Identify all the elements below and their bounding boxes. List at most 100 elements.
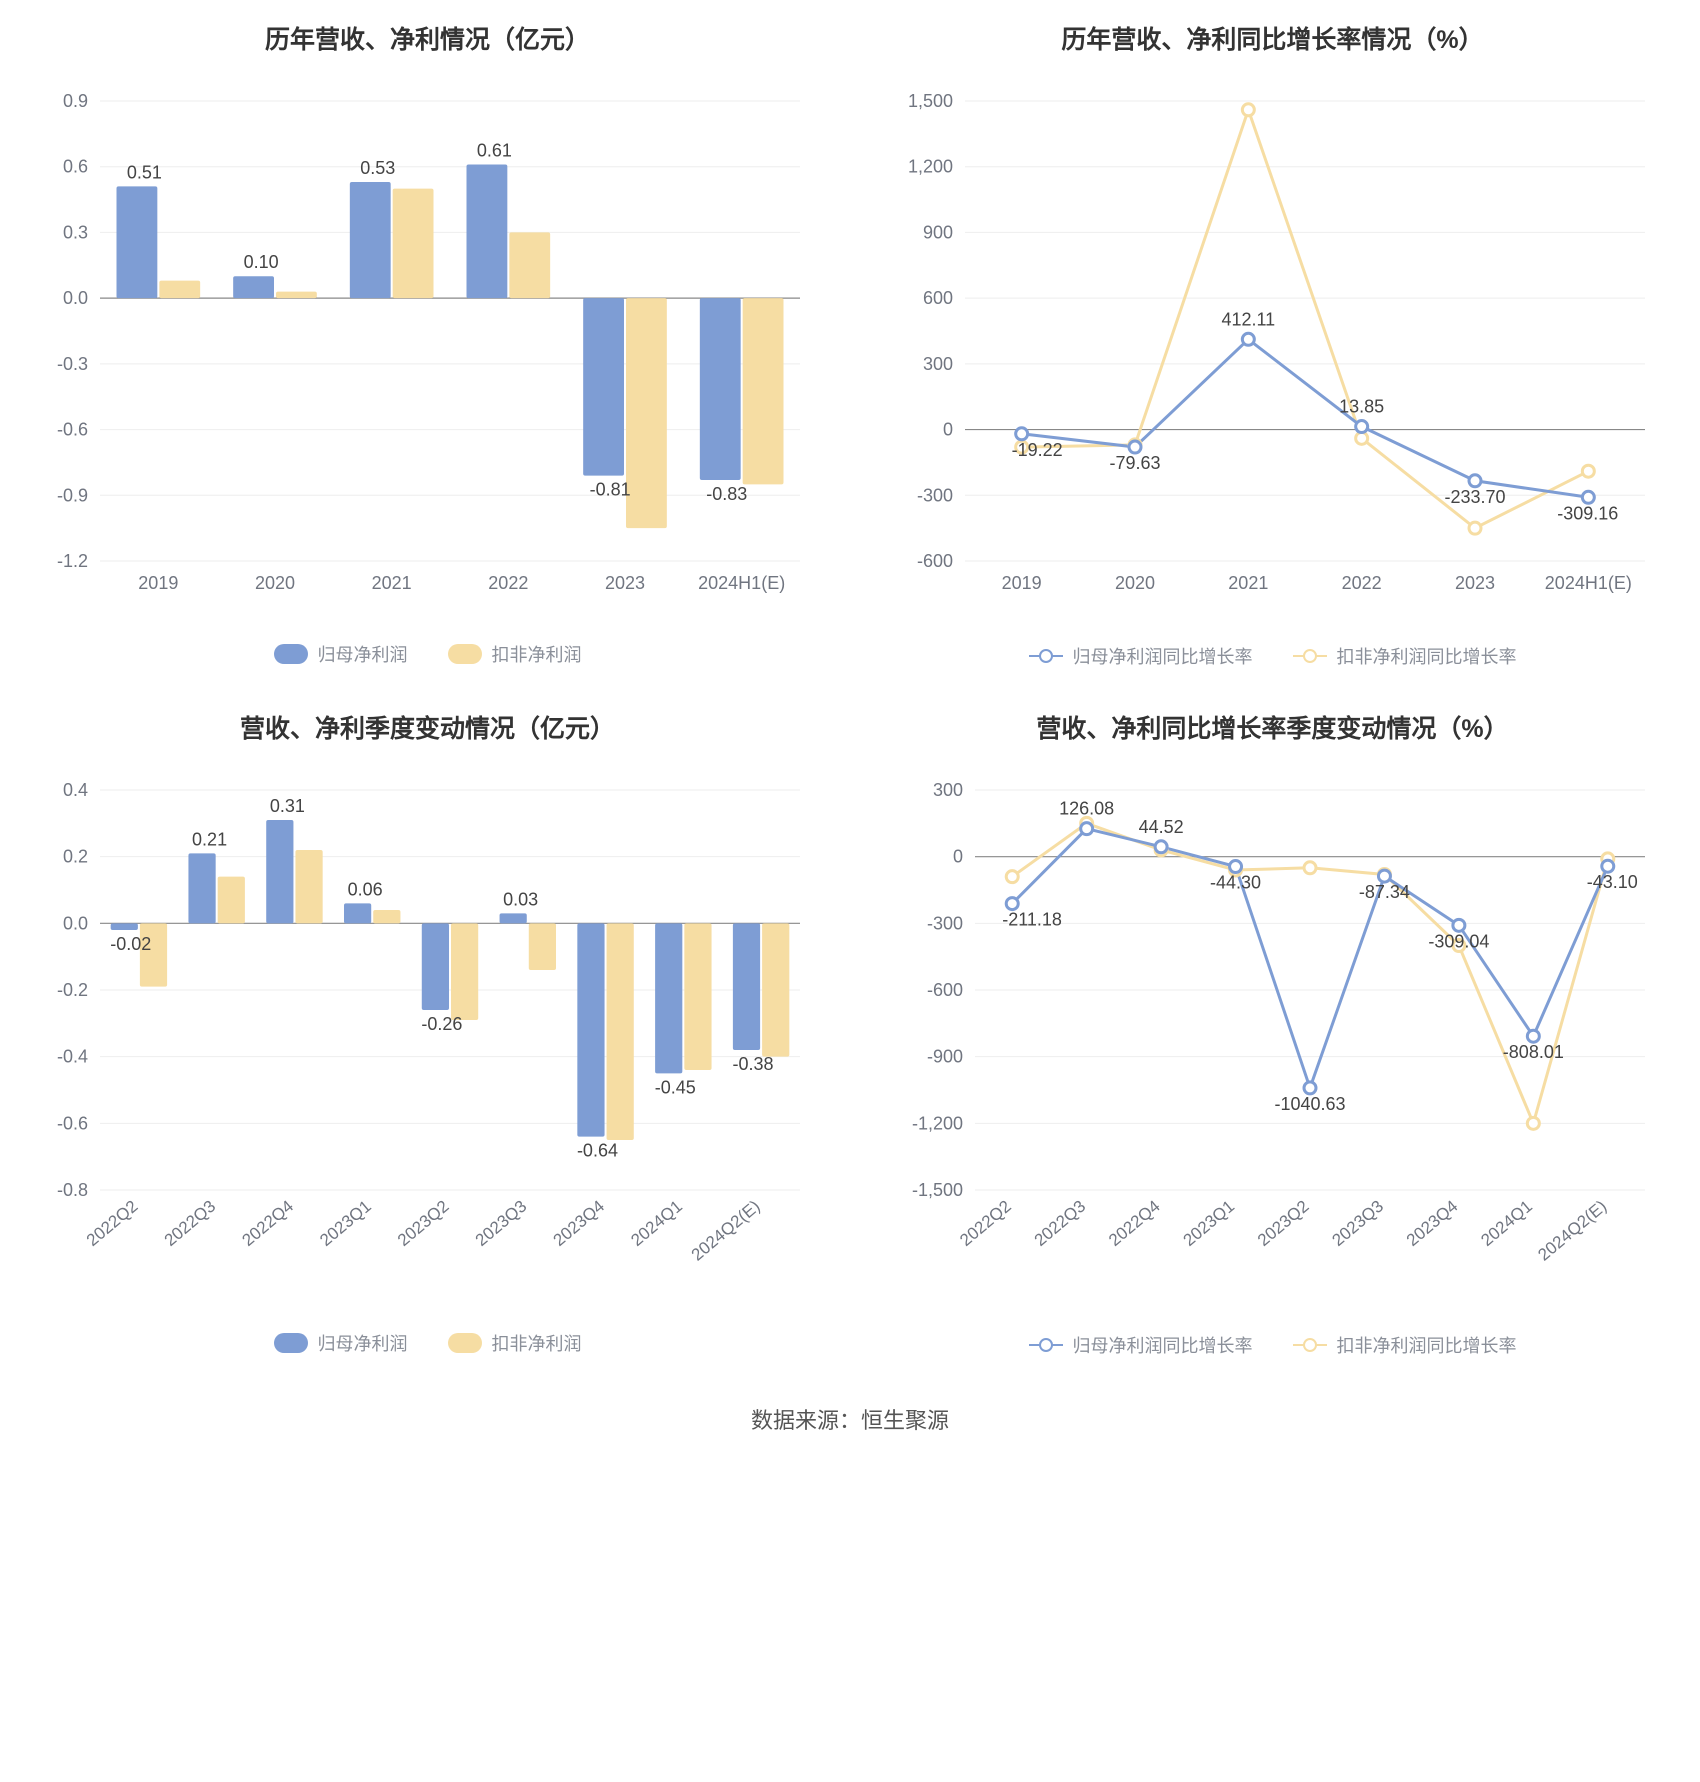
- svg-text:-0.8: -0.8: [57, 1180, 88, 1200]
- legend-label: 归母净利润同比增长率: [1073, 643, 1253, 669]
- svg-text:0.51: 0.51: [127, 162, 162, 182]
- legend-label: 归母净利润: [318, 1330, 408, 1356]
- chart3-title: 营收、净利季度变动情况（亿元）: [20, 709, 835, 745]
- svg-text:2021: 2021: [1228, 573, 1268, 593]
- chart4-title: 营收、净利同比增长率季度变动情况（%）: [865, 709, 1680, 745]
- chart4-legend: 归母净利润同比增长率 扣非净利润同比增长率: [865, 1330, 1680, 1358]
- svg-text:-300: -300: [927, 913, 963, 933]
- svg-text:900: 900: [923, 222, 953, 242]
- legend-swatch: [448, 1333, 482, 1353]
- legend-swatch: [1029, 1344, 1063, 1346]
- svg-text:-309.16: -309.16: [1557, 503, 1618, 523]
- panel-chart1: 历年营收、净利情况（亿元） -1.2-0.9-0.6-0.30.00.30.60…: [20, 20, 835, 669]
- svg-text:-211.18: -211.18: [1002, 910, 1062, 930]
- svg-text:2023: 2023: [1455, 573, 1495, 593]
- legend-swatch: [1293, 655, 1327, 657]
- svg-text:-43.10: -43.10: [1587, 872, 1638, 892]
- svg-text:1,200: 1,200: [908, 157, 953, 177]
- svg-text:0.10: 0.10: [244, 252, 279, 272]
- chart1-legend: 归母净利润 扣非净利润: [20, 641, 835, 669]
- svg-text:0.6: 0.6: [63, 157, 88, 177]
- svg-text:2023Q3: 2023Q3: [1328, 1197, 1387, 1250]
- chart2-legend: 归母净利润同比增长率 扣非净利润同比增长率: [865, 641, 1680, 669]
- legend-swatch: [274, 644, 308, 664]
- svg-text:-87.34: -87.34: [1359, 882, 1410, 902]
- legend-swatch: [1293, 1344, 1327, 1346]
- svg-text:412.11: 412.11: [1221, 309, 1275, 329]
- svg-text:2022: 2022: [488, 573, 528, 593]
- svg-text:-0.9: -0.9: [57, 485, 88, 505]
- svg-text:-1040.63: -1040.63: [1274, 1094, 1345, 1114]
- legend-label: 归母净利润同比增长率: [1073, 1332, 1253, 1358]
- chart1-plot: -1.2-0.9-0.6-0.30.00.30.60.9201920202021…: [20, 91, 835, 611]
- svg-text:0: 0: [943, 420, 953, 440]
- chart3-legend: 归母净利润 扣非净利润: [20, 1330, 835, 1358]
- svg-text:-600: -600: [917, 551, 953, 571]
- legend-item: 归母净利润: [274, 641, 408, 667]
- svg-text:2022Q3: 2022Q3: [1031, 1197, 1090, 1250]
- svg-text:300: 300: [933, 780, 963, 800]
- svg-text:2023: 2023: [605, 573, 645, 593]
- svg-text:0.31: 0.31: [270, 796, 305, 816]
- svg-text:2022Q2: 2022Q2: [956, 1197, 1015, 1250]
- svg-text:2023Q4: 2023Q4: [1403, 1197, 1462, 1250]
- legend-swatch: [274, 1333, 308, 1353]
- chart4-plot: -1,500-1,200-900-600-30003002022Q22022Q3…: [865, 780, 1680, 1300]
- svg-text:0.61: 0.61: [477, 141, 512, 161]
- svg-text:126.08: 126.08: [1059, 799, 1114, 819]
- svg-text:2022Q3: 2022Q3: [161, 1197, 220, 1250]
- svg-text:0.9: 0.9: [63, 91, 88, 111]
- svg-text:2023Q1: 2023Q1: [316, 1197, 375, 1250]
- svg-text:-0.26: -0.26: [421, 1014, 462, 1034]
- svg-text:-0.38: -0.38: [733, 1054, 774, 1074]
- legend-label: 扣非净利润: [492, 1330, 582, 1356]
- chart1-title: 历年营收、净利情况（亿元）: [20, 20, 835, 56]
- data-source-footer: 数据来源：恒生聚源: [20, 1403, 1680, 1435]
- svg-text:0.06: 0.06: [348, 879, 383, 899]
- svg-text:2023Q2: 2023Q2: [394, 1197, 453, 1250]
- svg-text:-233.70: -233.70: [1444, 487, 1505, 507]
- legend-label: 扣非净利润同比增长率: [1337, 643, 1517, 669]
- svg-text:-0.6: -0.6: [57, 1113, 88, 1133]
- svg-text:-0.2: -0.2: [57, 980, 88, 1000]
- svg-text:2022Q4: 2022Q4: [1105, 1197, 1164, 1250]
- svg-text:2020: 2020: [1115, 573, 1155, 593]
- svg-text:2024Q2(E): 2024Q2(E): [1534, 1197, 1610, 1265]
- svg-text:0.03: 0.03: [503, 889, 538, 909]
- legend-item: 扣非净利润: [448, 641, 582, 667]
- chart2-title: 历年营收、净利同比增长率情况（%）: [865, 20, 1680, 56]
- svg-text:-79.63: -79.63: [1109, 453, 1160, 473]
- legend-swatch: [448, 644, 482, 664]
- svg-text:-900: -900: [927, 1047, 963, 1067]
- legend-label: 扣非净利润: [492, 641, 582, 667]
- svg-text:600: 600: [923, 288, 953, 308]
- svg-text:-1,200: -1,200: [912, 1113, 963, 1133]
- svg-text:2020: 2020: [255, 573, 295, 593]
- svg-text:-0.45: -0.45: [655, 1077, 696, 1097]
- svg-text:0.4: 0.4: [63, 780, 88, 800]
- legend-label: 归母净利润: [318, 641, 408, 667]
- svg-text:2021: 2021: [372, 573, 412, 593]
- svg-text:-0.3: -0.3: [57, 354, 88, 374]
- svg-text:-0.02: -0.02: [110, 934, 151, 954]
- svg-text:0.2: 0.2: [63, 847, 88, 867]
- legend-item: 归母净利润: [274, 1330, 408, 1356]
- svg-text:-0.81: -0.81: [590, 480, 631, 500]
- svg-text:2022Q4: 2022Q4: [238, 1197, 297, 1250]
- chart2-plot: -600-30003006009001,2001,500201920202021…: [865, 91, 1680, 611]
- svg-text:2019: 2019: [1002, 573, 1042, 593]
- svg-text:0.0: 0.0: [63, 288, 88, 308]
- svg-text:-0.64: -0.64: [577, 1141, 618, 1161]
- svg-text:2024Q1: 2024Q1: [1477, 1197, 1536, 1250]
- svg-text:2023Q2: 2023Q2: [1254, 1197, 1313, 1250]
- svg-text:300: 300: [923, 354, 953, 374]
- svg-text:2023Q3: 2023Q3: [472, 1197, 531, 1250]
- legend-item: 扣非净利润同比增长率: [1293, 1332, 1517, 1358]
- chart3-plot: -0.8-0.6-0.4-0.20.00.20.42022Q22022Q3202…: [20, 780, 835, 1300]
- svg-text:-0.4: -0.4: [57, 1047, 88, 1067]
- svg-text:2022Q2: 2022Q2: [83, 1197, 142, 1250]
- panel-chart3: 营收、净利季度变动情况（亿元） -0.8-0.6-0.4-0.20.00.20.…: [20, 709, 835, 1358]
- legend-label: 扣非净利润同比增长率: [1337, 1332, 1517, 1358]
- svg-text:-808.01: -808.01: [1503, 1042, 1564, 1062]
- svg-text:13.85: 13.85: [1339, 397, 1384, 417]
